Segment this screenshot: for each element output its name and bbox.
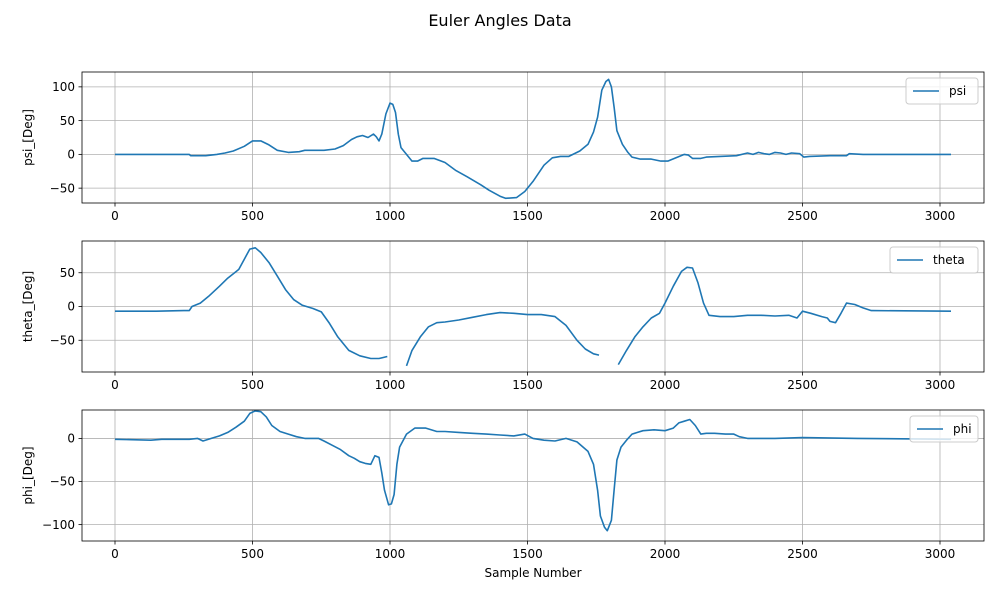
x-tick-label: 1000 xyxy=(375,209,406,223)
x-tick-label: 3000 xyxy=(925,547,956,561)
series-line-psi xyxy=(115,78,951,200)
x-tick-label: 0 xyxy=(111,378,119,392)
y-axis-label: phi_[Deg] xyxy=(21,446,35,504)
y-tick-label: −50 xyxy=(50,181,75,195)
x-tick-label: 2000 xyxy=(650,209,681,223)
axes-frame xyxy=(81,240,985,373)
y-tick-label: −50 xyxy=(50,333,75,347)
x-tick-label: 1500 xyxy=(512,209,543,223)
y-tick-label: 50 xyxy=(60,114,75,128)
x-tick-label: 500 xyxy=(241,547,264,561)
legend: theta xyxy=(889,246,979,274)
x-tick-label: 3000 xyxy=(925,378,956,392)
y-tick-label: 0 xyxy=(67,148,75,162)
legend: psi xyxy=(905,77,979,105)
legend-label: theta xyxy=(933,253,965,267)
legend-label: psi xyxy=(949,84,966,98)
axes-frame xyxy=(81,71,985,204)
x-tick-label: 1500 xyxy=(512,378,543,392)
y-tick-label: 0 xyxy=(67,300,75,314)
x-tick-label: 2500 xyxy=(787,547,818,561)
x-tick-label: 3000 xyxy=(925,209,956,223)
y-tick-label: 100 xyxy=(52,80,75,94)
y-tick-label: 0 xyxy=(67,432,75,446)
y-tick-label: 50 xyxy=(60,266,75,280)
subplot-1: 0 500 1000 1500 2000 2500 3000 −50 0 50 100 psi_[De… xyxy=(21,71,985,223)
subplot-2: 0 500 1000 1500 2000 2500 3000 −50 0 50 theta_[Deg… xyxy=(21,240,985,392)
series-line-phi xyxy=(114,410,952,532)
y-axis-label: theta_[Deg] xyxy=(21,271,35,342)
figure-suptitle: Euler Angles Data xyxy=(428,11,571,30)
legend-label: phi xyxy=(953,422,972,436)
x-tick-label: 2500 xyxy=(787,209,818,223)
x-tick-label: 2500 xyxy=(787,378,818,392)
legend-box xyxy=(905,77,979,105)
legend-box xyxy=(889,246,979,274)
x-tick-label: 1500 xyxy=(512,547,543,561)
y-tick-label: −100 xyxy=(42,518,75,532)
series-line-theta xyxy=(115,247,952,367)
x-tick-label: 2000 xyxy=(650,547,681,561)
x-tick-label: 500 xyxy=(241,209,264,223)
x-tick-label: 0 xyxy=(111,209,119,223)
x-tick-label: 0 xyxy=(111,547,119,561)
legend-box xyxy=(909,415,979,443)
x-tick-label: 500 xyxy=(241,378,264,392)
subplot-3: 0 500 1000 1500 2000 2500 3000 −100 −50 0 phi_[Deg… xyxy=(21,409,985,580)
x-tick-label: 1000 xyxy=(375,378,406,392)
subplots-group: 0 500 1000 1500 2000 2500 3000−50050100psi_[De… xyxy=(21,71,985,580)
y-tick-label: −50 xyxy=(50,475,75,489)
legend: phi xyxy=(909,415,979,443)
axes-frame xyxy=(81,409,985,542)
x-tick-label: 1000 xyxy=(375,547,406,561)
x-tick-label: 2000 xyxy=(650,378,681,392)
y-axis-label: psi_[Deg] xyxy=(21,109,35,166)
x-axis-label: Sample Number xyxy=(484,566,581,580)
